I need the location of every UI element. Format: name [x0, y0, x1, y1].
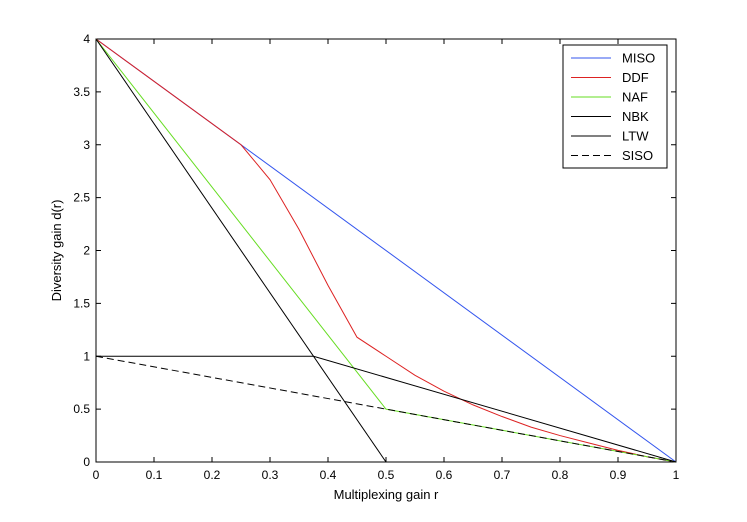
- x-tick-label: 0.5: [378, 468, 395, 482]
- y-tick-label: 0: [83, 455, 90, 469]
- y-tick-label: 2.5: [73, 191, 90, 205]
- y-tick-label: 3: [83, 138, 90, 152]
- x-tick-label: 0: [93, 468, 100, 482]
- legend-label-miso: MISO: [622, 51, 655, 66]
- x-tick-label: 0.9: [610, 468, 627, 482]
- legend-box: [562, 44, 668, 169]
- y-tick-label: 1.5: [73, 296, 90, 310]
- x-tick-label: 1: [673, 468, 680, 482]
- x-tick-label: 0.4: [320, 468, 337, 482]
- series-line-ltw: [95, 38, 387, 463]
- y-tick-label: 3.5: [73, 85, 90, 99]
- legend-label-siso: SISO: [622, 148, 653, 163]
- x-tick-label: 0.2: [204, 468, 221, 482]
- series-line-ddf: [95, 38, 677, 463]
- y-tick-label: 0.5: [73, 402, 90, 416]
- series-line-naf: [95, 38, 677, 463]
- legend: MISO DDF NAF NBK LTW SISO: [562, 44, 668, 169]
- legend-label-naf: NAF: [622, 90, 648, 105]
- x-tick-label: 0.8: [552, 468, 569, 482]
- y-tick-label: 2: [83, 244, 90, 258]
- x-tick-label: 0.1: [146, 468, 163, 482]
- axis-ticks: 0 0.1 0.2 0.3 0.4 0.5 0.6 0.7 0.8 0.9 1 0 0.5 1 1.5 2 2.…: [73, 32, 679, 482]
- legend-label-ltw: LTW: [622, 129, 649, 144]
- y-axis-label: Diversity gain d(r): [49, 200, 64, 302]
- x-tick-label: 0.6: [436, 468, 453, 482]
- x-tick-label: 0.3: [262, 468, 279, 482]
- y-tick-label: 1: [83, 349, 90, 363]
- series-group: [95, 38, 677, 463]
- x-tick-label: 0.7: [494, 468, 511, 482]
- x-axis-label: Multiplexing gain r: [334, 487, 439, 502]
- legend-label-ddf: DDF: [622, 70, 649, 85]
- legend-label-nbk: NBK: [622, 109, 649, 124]
- y-tick-label: 4: [83, 32, 90, 46]
